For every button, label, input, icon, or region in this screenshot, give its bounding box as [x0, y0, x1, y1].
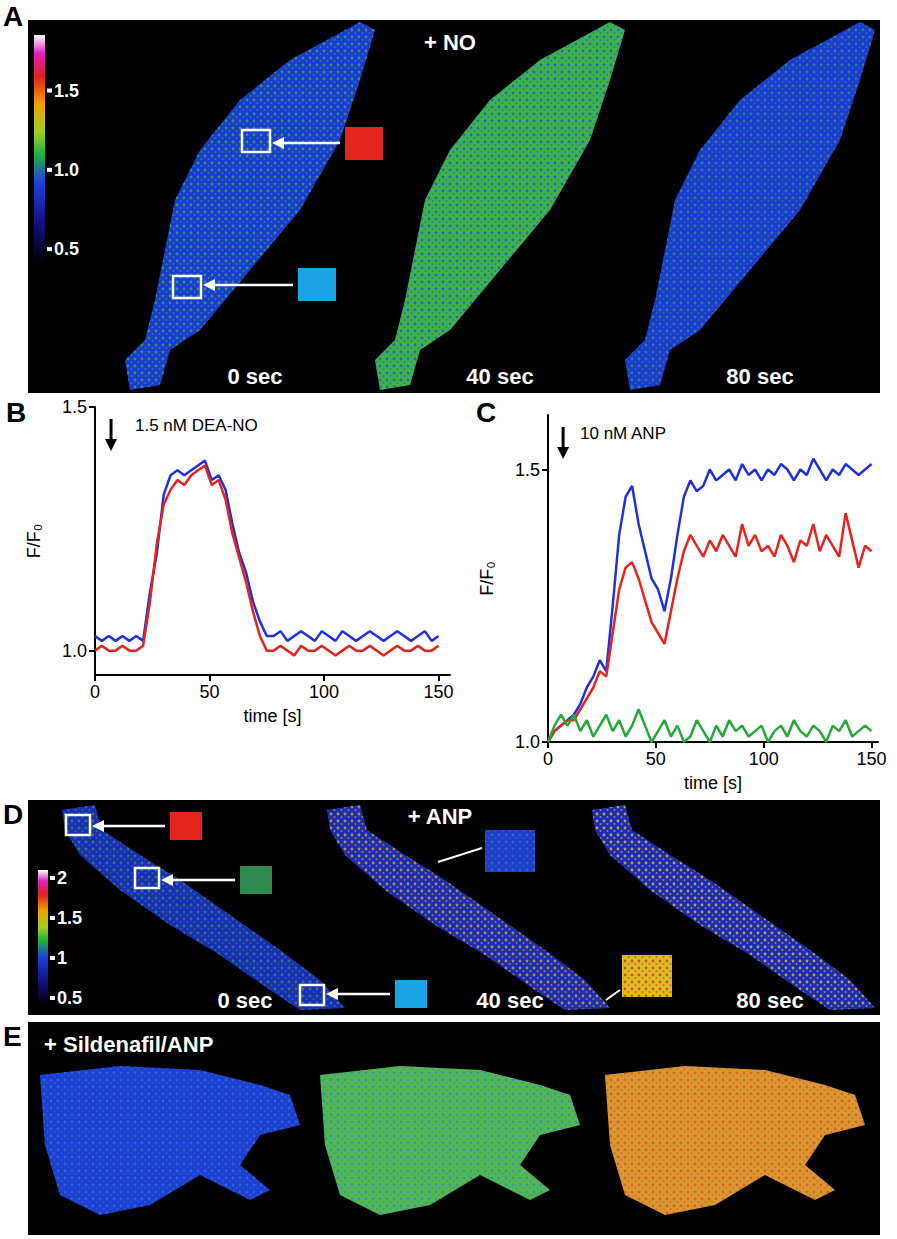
svg-text:10 nM ANP: 10 nM ANP: [580, 424, 666, 443]
svg-text:1: 1: [57, 948, 67, 968]
svg-text:F/F₀: F/F₀: [24, 524, 44, 558]
svg-text:time [s]: time [s]: [684, 773, 742, 793]
svg-text:40 sec: 40 sec: [476, 988, 543, 1013]
svg-text:0: 0: [90, 682, 100, 702]
svg-text:D: D: [3, 799, 23, 830]
svg-text:time [s]: time [s]: [243, 706, 301, 726]
svg-text:A: A: [3, 1, 23, 32]
svg-text:2: 2: [57, 868, 67, 888]
svg-text:1.0: 1.0: [515, 732, 540, 752]
svg-text:+ Sildenafil/ANP: + Sildenafil/ANP: [44, 1032, 213, 1057]
svg-text:1.5: 1.5: [515, 460, 540, 480]
svg-text:50: 50: [200, 682, 220, 702]
svg-text:80 sec: 80 sec: [726, 364, 793, 389]
svg-text:1.5: 1.5: [54, 81, 79, 101]
svg-text:0 sec: 0 sec: [217, 988, 272, 1013]
svg-text:+ ANP: + ANP: [408, 804, 473, 829]
svg-text:50: 50: [646, 749, 666, 769]
svg-text:150: 150: [424, 682, 454, 702]
svg-text:+ NO: + NO: [424, 30, 476, 55]
svg-text:F/F₀: F/F₀: [477, 561, 497, 595]
svg-text:1.0: 1.0: [62, 641, 87, 661]
svg-text:0 sec: 0 sec: [227, 364, 282, 389]
svg-text:0.5: 0.5: [57, 988, 82, 1008]
svg-text:1.5 nM DEA-NO: 1.5 nM DEA-NO: [135, 416, 258, 435]
svg-text:0.5: 0.5: [54, 239, 79, 259]
svg-text:40 sec: 40 sec: [466, 364, 533, 389]
svg-text:C: C: [476, 398, 496, 428]
svg-text:E: E: [3, 1021, 22, 1052]
svg-text:1.0: 1.0: [54, 160, 79, 180]
svg-text:100: 100: [309, 682, 339, 702]
svg-text:0: 0: [543, 749, 553, 769]
svg-text:100: 100: [749, 749, 779, 769]
svg-text:80 sec: 80 sec: [736, 988, 803, 1013]
svg-text:B: B: [6, 398, 26, 428]
svg-text:1.5: 1.5: [57, 908, 82, 928]
svg-text:1.5: 1.5: [62, 398, 87, 417]
svg-text:150: 150: [857, 749, 887, 769]
